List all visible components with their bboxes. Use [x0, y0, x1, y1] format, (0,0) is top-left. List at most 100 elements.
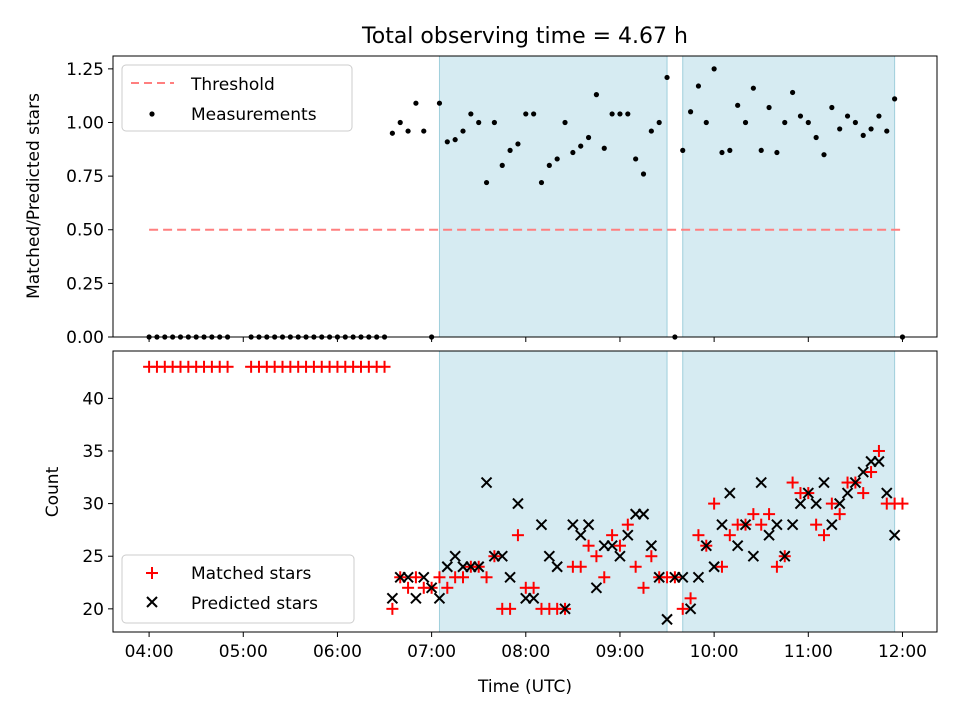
measurement-point — [468, 111, 474, 117]
matched-star-point — [378, 360, 391, 373]
bottom-x-tick-label: 09:00 — [595, 642, 644, 662]
measurement-point — [405, 128, 411, 134]
matched-star-point — [810, 518, 823, 531]
predicted-star-point — [543, 550, 556, 562]
measurement-point — [617, 111, 623, 117]
predicted-star-point — [480, 476, 493, 489]
matched-star-point — [629, 560, 642, 573]
matched-star-point — [872, 444, 885, 457]
measurement-point — [758, 147, 764, 153]
top-y-tick-label: 0.50 — [66, 221, 104, 241]
measurement-point — [829, 104, 835, 111]
legend-matched-swatch — [146, 567, 158, 579]
bottom-y-tick-label: 25 — [82, 547, 104, 567]
measurement-point — [656, 119, 662, 126]
matched-star-point — [865, 466, 878, 479]
measurement-point — [664, 74, 670, 81]
measurement-point — [813, 134, 819, 141]
top-shaded-interval — [682, 56, 895, 337]
measurement-point — [695, 83, 702, 89]
measurement-point — [892, 96, 898, 102]
bottom-legend-box — [121, 554, 355, 624]
legend-measurements-swatch — [149, 111, 155, 117]
measurement-point — [687, 109, 694, 115]
predicted-star-point — [810, 497, 822, 510]
predicted-star-point — [653, 571, 665, 583]
bottom-panel: 20 25 30 35 40 04:00 05:00 06:00 07:00 08:00 09:0… — [43, 350, 938, 697]
matched-star-point — [645, 550, 658, 563]
matched-star-point — [606, 529, 619, 542]
top-y-tick-label: 0.00 — [66, 328, 104, 348]
measurement-point — [601, 145, 607, 151]
measurement-point — [483, 179, 490, 186]
predicted-star-point — [857, 466, 869, 478]
predicted-star-point — [637, 508, 650, 520]
bottom-matched-points — [143, 360, 909, 615]
measurement-point — [844, 113, 851, 119]
legend-predicted-label: Predicted stars — [191, 594, 318, 614]
predicted-star-point — [418, 571, 430, 583]
measurement-point — [782, 119, 788, 126]
matched-star-point — [613, 539, 626, 552]
bottom-x-tick-label: 06:00 — [313, 642, 362, 662]
predicted-star-point — [873, 455, 885, 468]
bottom-shaded-interval — [439, 351, 668, 632]
predicted-star-point — [551, 561, 563, 573]
measurement-point — [750, 85, 756, 91]
matched-star-point — [527, 581, 540, 594]
bottom-shaded-regions — [438, 351, 896, 632]
matched-star-point — [590, 550, 603, 563]
bottom-y-tick-label: 35 — [82, 442, 104, 462]
predicted-star-point — [881, 487, 893, 499]
matched-star-point — [504, 602, 517, 615]
measurement-point — [436, 100, 443, 106]
top-y-tick-label: 0.75 — [66, 167, 104, 187]
bottom-x-tick-label: 10:00 — [690, 642, 739, 662]
measurement-point — [554, 156, 560, 162]
measurement-point — [538, 179, 545, 186]
measurement-point — [593, 92, 600, 98]
top-y-tick-label: 1.25 — [66, 60, 104, 80]
matched-star-point — [896, 497, 909, 510]
matched-star-point — [637, 581, 650, 594]
bottom-axes-frame — [112, 350, 938, 633]
matched-star-point — [221, 360, 234, 373]
measurement-point — [421, 128, 427, 134]
predicted-star-point — [684, 603, 697, 615]
matched-star-point — [409, 571, 422, 584]
predicted-star-point — [818, 476, 830, 489]
predicted-star-point — [692, 571, 705, 583]
matched-star-point — [598, 571, 611, 584]
measurement-point — [585, 134, 592, 141]
predicted-star-point — [590, 582, 603, 594]
measurement-point — [742, 119, 749, 126]
measurement-point — [868, 126, 874, 132]
predicted-star-point — [833, 497, 846, 510]
matched-star-point — [770, 560, 783, 573]
predicted-star-point — [402, 571, 414, 583]
predicted-star-point — [535, 518, 548, 531]
top-shaded-regions — [438, 56, 896, 337]
top-axes-frame — [112, 55, 938, 338]
bottom-x-tick-label: 11:00 — [784, 642, 833, 662]
predicted-star-point — [779, 550, 791, 562]
bottom-predicted-points — [386, 455, 901, 626]
matched-star-point — [621, 518, 634, 531]
top-y-tick-label: 0.25 — [66, 274, 104, 294]
predicted-star-point — [622, 529, 634, 541]
measurement-point — [515, 141, 521, 147]
measurement-point — [703, 119, 709, 126]
measurement-point — [499, 162, 505, 168]
measurement-point — [397, 119, 403, 126]
predicted-star-point — [755, 476, 767, 489]
legend-threshold-label: Threshold — [190, 75, 275, 95]
matched-star-point — [786, 476, 799, 489]
matched-star-point — [574, 560, 587, 573]
predicted-star-point — [763, 529, 775, 541]
predicted-star-point — [559, 603, 571, 615]
predicted-star-point — [661, 613, 673, 626]
matched-star-point — [676, 602, 689, 615]
legend-measurements-label: Measurements — [191, 105, 317, 125]
bottom-y-tick-label: 30 — [82, 495, 104, 515]
